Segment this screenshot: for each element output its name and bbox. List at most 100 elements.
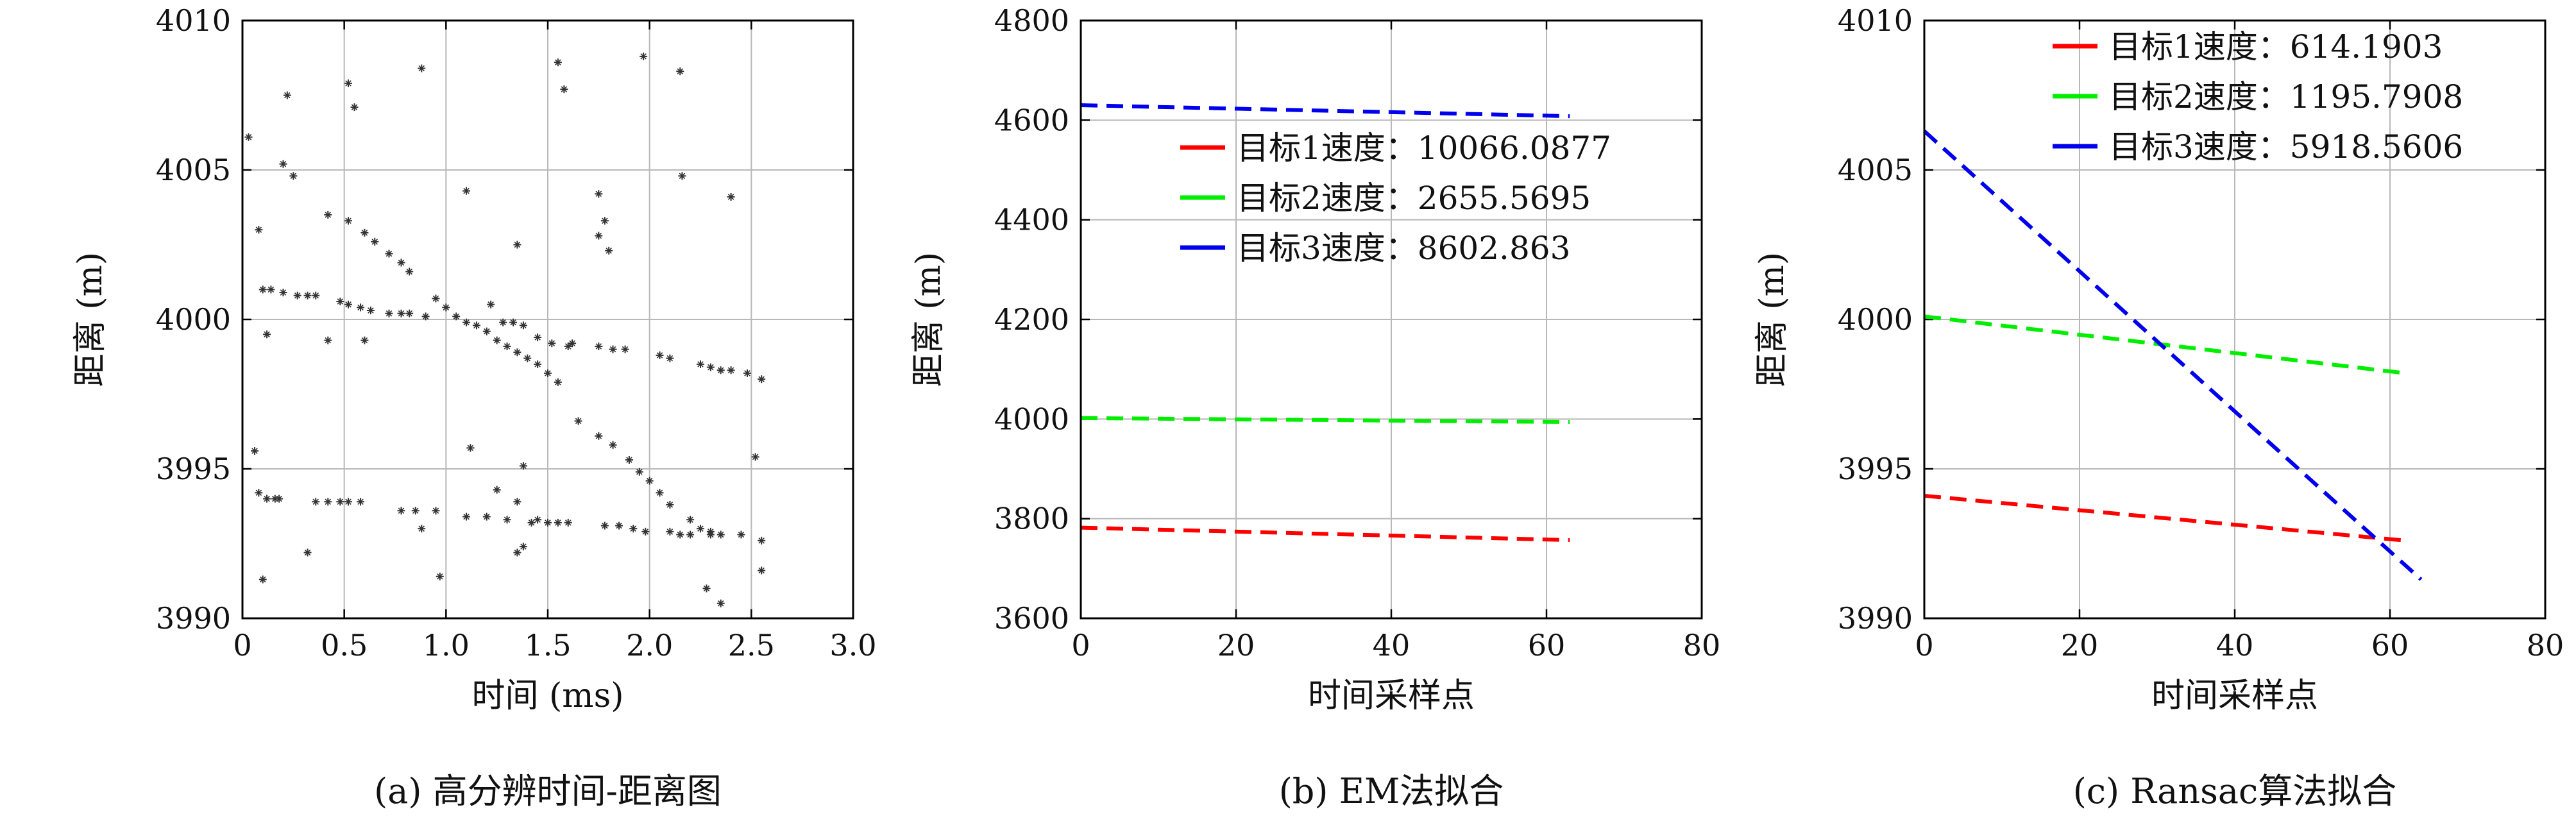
scatter-point <box>676 67 684 76</box>
scatter-point <box>600 521 609 530</box>
scatter-point <box>258 575 267 584</box>
scatter-point <box>737 530 745 539</box>
scatter-point <box>574 417 582 425</box>
scatter-point <box>244 133 253 141</box>
x-tick-label: 2.0 <box>626 628 673 663</box>
legend-label: 目标3速度：5918.5606 <box>2109 128 2463 165</box>
scatter-point <box>360 228 369 237</box>
scatter-point <box>344 498 353 506</box>
scatter-point <box>544 369 552 377</box>
scatter-point <box>432 294 440 303</box>
x-tick-label: 1.5 <box>524 628 571 663</box>
scatter-point <box>743 369 751 377</box>
scatter-point <box>357 303 365 312</box>
y-tick-label: 4005 <box>156 153 231 187</box>
scatter-point <box>727 192 735 201</box>
series-line-1 <box>1924 493 2406 543</box>
scatter-point <box>499 318 507 326</box>
scatter-point <box>560 85 568 94</box>
scatter-point <box>640 52 648 60</box>
scatter-point <box>452 312 461 321</box>
x-tick-label: 80 <box>2527 628 2564 663</box>
legend-label: 目标3速度：8602.863 <box>1237 230 1570 267</box>
scatter-point <box>397 507 405 515</box>
scatter-point <box>702 584 711 593</box>
series-line-3 <box>1080 103 1570 119</box>
scatter-point <box>513 548 521 557</box>
scatter-point <box>336 298 344 306</box>
scatter-point <box>605 246 613 255</box>
y-tick-label: 3800 <box>994 502 1069 536</box>
scatter-point <box>275 495 284 503</box>
scatter-point <box>482 512 491 521</box>
scatter-point <box>503 342 511 350</box>
subfigure-caption: (b) EM法拟合 <box>1279 771 1504 811</box>
y-tick-label: 4000 <box>994 402 1069 436</box>
scatter-point <box>255 226 263 234</box>
y-tick-label: 4005 <box>1838 153 1913 187</box>
y-tick-label: 3990 <box>1838 601 1913 636</box>
scatter-point <box>482 327 491 335</box>
scatter-point <box>666 500 674 509</box>
scatter-point <box>263 330 271 339</box>
scatter-point <box>519 321 527 330</box>
scatter-point <box>251 447 259 455</box>
scatter-point <box>418 525 426 533</box>
scatter-point <box>279 160 287 168</box>
scatter-point <box>312 498 320 506</box>
scatter-point <box>513 498 521 506</box>
y-tick-label: 4600 <box>994 103 1069 137</box>
y-tick-label: 3995 <box>156 452 231 486</box>
scatter-point <box>686 530 695 539</box>
scatter-point <box>371 237 379 246</box>
scatter-point <box>621 345 629 353</box>
legend-label: 目标2速度：1195.7908 <box>2109 78 2463 115</box>
scatter-point <box>629 525 638 533</box>
scatter-point <box>385 250 393 258</box>
scatter-point <box>263 495 271 503</box>
chart-b: 0 20 40 60 80 3600 3800 4000 4200 4400 4600 4800 时间采… <box>910 3 1720 811</box>
x-axis-label: 时间采样点 <box>1308 677 1475 715</box>
scatter-point <box>554 518 562 527</box>
chart-c: 0 20 40 60 80 3990 3995 4000 4005 4010 时间采样点 距离 (m)… <box>1753 3 2564 811</box>
scatter-point <box>706 530 715 539</box>
y-tick-label: 3995 <box>1838 452 1913 486</box>
y-tick-label: 4200 <box>994 302 1069 337</box>
axes-frame <box>241 19 854 620</box>
scatter-point <box>344 79 353 87</box>
scatter-point <box>312 291 320 300</box>
scatter-point <box>462 318 471 326</box>
scatter-point <box>697 360 704 368</box>
y-tick-label: 3600 <box>994 601 1069 636</box>
scatter-point <box>432 507 440 515</box>
scatter-point <box>534 360 542 368</box>
scatter-point <box>534 516 542 524</box>
y-tick-label: 4000 <box>156 302 231 337</box>
scatter-point <box>564 518 572 527</box>
x-tick-label: 0 <box>1915 628 1933 663</box>
x-tick-label: 60 <box>1528 628 1566 663</box>
legend: 目标1速度：10066.0877 目标2速度：2655.5695 目标3速度：860… <box>1180 130 1611 267</box>
scatter-point <box>727 366 735 375</box>
y-tick-label: 4010 <box>1838 3 1913 38</box>
scatter-point <box>513 348 521 357</box>
scatter-point <box>666 354 674 362</box>
x-tick-label: 0.5 <box>321 628 368 663</box>
scatter-point <box>493 486 501 494</box>
scatter-point <box>758 375 766 384</box>
scatter-point <box>421 312 430 321</box>
x-tick-label: 1.0 <box>423 628 470 663</box>
scatter-point <box>283 91 291 99</box>
y-tick-label: 4010 <box>156 3 231 38</box>
scatter-point <box>716 366 725 375</box>
scatter-point <box>534 333 542 341</box>
scatter-point <box>293 291 301 300</box>
legend-label: 目标1速度：614.1903 <box>2109 28 2443 65</box>
y-axis-label: 距离 (m) <box>1753 252 1792 387</box>
chart-a: 0 0.5 1.0 1.5 2.0 2.5 3.0 3990 3995 4000 4005 4010 时… <box>71 3 877 811</box>
scatter-point <box>385 309 393 317</box>
scatter-point <box>609 441 617 449</box>
scatter-point <box>442 303 450 312</box>
scatter-point <box>595 432 603 440</box>
